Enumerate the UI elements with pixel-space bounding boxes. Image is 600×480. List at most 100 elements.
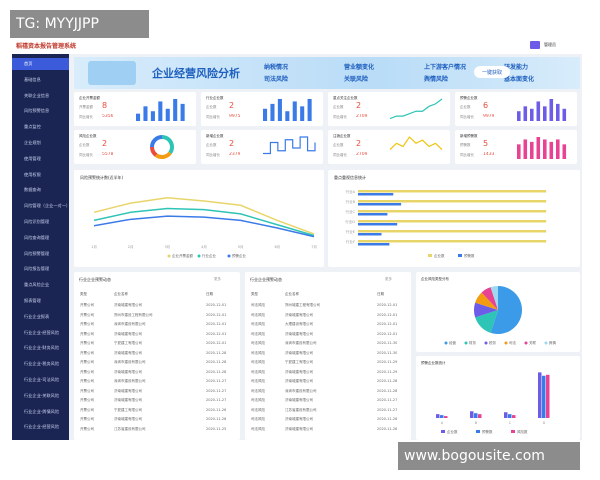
- sidebar-item[interactable]: 行业企业-关联风险: [24, 392, 60, 398]
- legend-label: 企业数: [434, 253, 445, 258]
- table-cell: 济南城建有限公司: [285, 417, 313, 421]
- legend-label: 经营: [449, 340, 457, 345]
- sidebar-item[interactable]: 使用权限: [24, 171, 41, 177]
- legend-swatch: [511, 430, 515, 433]
- sidebar-item[interactable]: 重点风险企业: [24, 282, 50, 288]
- x-tick-label: C: [509, 421, 512, 425]
- legend-label: 预警企业: [232, 253, 246, 258]
- sidebar-item[interactable]: 关联企业信息: [24, 92, 50, 98]
- sidebar: 首页基础信息关联企业信息 风险预警信息 重点监控企业规划使用管理使用权限数据查询风险…: [12, 54, 69, 440]
- menu-button[interactable]: [530, 41, 540, 49]
- sidebar-item[interactable]: 数据查询: [24, 187, 41, 193]
- table-cell: 2020-11-28: [206, 350, 227, 355]
- table-cell: 郑州市建设工程有限公司: [114, 312, 153, 317]
- banner-title: 企业经营风险分析: [152, 67, 240, 80]
- sidebar-item[interactable]: 行业企业-经营风险: [24, 329, 60, 335]
- sidebar-item[interactable]: 重点监控: [24, 124, 41, 130]
- bar: [136, 113, 141, 121]
- card-label: 企业数: [333, 105, 344, 109]
- donut-segment: [150, 135, 163, 148]
- card-value: 2: [229, 101, 235, 110]
- legend-swatch: [197, 254, 201, 258]
- table-cell: 2020-11-27: [206, 398, 227, 402]
- column-header: 类型: [251, 292, 258, 296]
- sidebar-item[interactable]: 企业规划: [24, 140, 41, 145]
- bar: [173, 99, 178, 121]
- legend-label: 风险数: [517, 429, 528, 434]
- chart: [389, 136, 443, 151]
- sidebar-item[interactable]: 行业企业-税务风险: [24, 361, 60, 367]
- x-tick-label: 5月: [238, 244, 244, 249]
- bar: [536, 137, 541, 159]
- table-cell: 开票公司: [80, 331, 94, 336]
- sidebar-item[interactable]: 风险查询管理: [24, 234, 50, 240]
- legend-label: 财务: [469, 340, 477, 345]
- card-sub: 9979: [483, 114, 495, 119]
- sidebar-item[interactable]: 行业企业报表: [24, 313, 50, 319]
- bar: [307, 99, 312, 121]
- card-value: 2: [356, 101, 362, 110]
- table-cell: 深圳市建设有限公司: [114, 360, 146, 364]
- bar: [143, 106, 148, 121]
- sidebar-item[interactable]: 基础信息: [24, 76, 41, 82]
- table-cell: 深圳市建设有限公司: [114, 379, 146, 383]
- banner-button[interactable]: 一键获取: [474, 66, 510, 78]
- card-sub: 5356: [102, 114, 114, 119]
- sidebar-item[interactable]: 风险识别管理: [24, 219, 50, 224]
- card-title: 行业企业数: [206, 96, 224, 100]
- sidebar-item[interactable]: 行业企业-财务风险: [24, 345, 60, 351]
- table-cell: 2020-12-01: [206, 331, 227, 336]
- chart-title: 风险预警统计数(近半年): [80, 175, 124, 180]
- sidebar-item[interactable]: 首页: [12, 58, 69, 70]
- bar: [470, 411, 474, 418]
- line: [263, 136, 316, 155]
- banner-illustration: [88, 61, 136, 85]
- chart: 行业A 行业B 行业C 行业D 行业E 行业F 企业数 预警数: [345, 189, 547, 258]
- table-cell: 2020-11-28: [377, 388, 398, 393]
- sidebar-item[interactable]: 行业企业-司法风险: [24, 377, 60, 382]
- table-title: 行业企业预警动态: [250, 277, 282, 282]
- table-cell: 开票公司: [80, 350, 94, 355]
- x-tick-label: A: [441, 421, 444, 425]
- table-cell: 开票公司: [80, 417, 94, 421]
- more-link[interactable]: 更多: [214, 277, 221, 281]
- legend-label: 行业企业: [202, 253, 216, 258]
- table-cell: 开票公司: [80, 398, 94, 402]
- more-link[interactable]: 更多: [385, 277, 392, 281]
- card-label: 预警数: [460, 143, 471, 147]
- legend-swatch: [428, 254, 432, 257]
- stat-card: 预警企业数 企业数 6 同比增长 9979: [455, 92, 577, 126]
- sidebar-item[interactable]: 风险预警管理: [24, 250, 50, 256]
- bar: [478, 414, 482, 418]
- table-cell: 司法风险: [251, 379, 265, 383]
- sidebar-item[interactable]: 风险管理（企业一对一）: [24, 203, 69, 209]
- bar: [277, 99, 282, 121]
- bar: [549, 141, 554, 159]
- card-label: 开票金额: [79, 105, 93, 109]
- table-cell: 司法风险: [251, 341, 265, 345]
- pie-panel: 企业风险类型分布 经营 财务 税务 司法 关联 舆情: [416, 272, 580, 352]
- table-cell: 2020-11-25: [206, 426, 227, 431]
- donut-segment: [154, 151, 172, 159]
- column-header: 类型: [80, 292, 87, 296]
- pie-slice: [490, 286, 522, 334]
- table-cell: 司法风险: [251, 407, 265, 412]
- table-cell: 大理建设有限公司: [285, 322, 313, 326]
- sidebar-item[interactable]: 行业企业-舆情风险: [24, 408, 60, 414]
- bar: [285, 111, 290, 121]
- table-cell: 2020-11-29: [377, 369, 398, 374]
- table-cell: 济南城建有限公司: [114, 369, 142, 374]
- chart-title: 企业风险类型分布: [421, 277, 449, 281]
- sidebar-item[interactable]: 风险报告管理: [24, 266, 50, 272]
- bar: [562, 144, 567, 159]
- sidebar-item[interactable]: 风险预警信息: [24, 108, 50, 114]
- card-label: 同比增长: [206, 115, 220, 119]
- line: [389, 98, 443, 120]
- sidebar-item[interactable]: 报表管理: [24, 298, 41, 303]
- bar: [358, 200, 547, 203]
- sidebar-item[interactable]: 使用管理: [24, 155, 41, 161]
- table-cell: 2020-11-27: [206, 379, 227, 383]
- sidebar-item[interactable]: 行业企业-经营风险: [24, 424, 60, 430]
- table-cell: 2020-11-28: [206, 369, 227, 374]
